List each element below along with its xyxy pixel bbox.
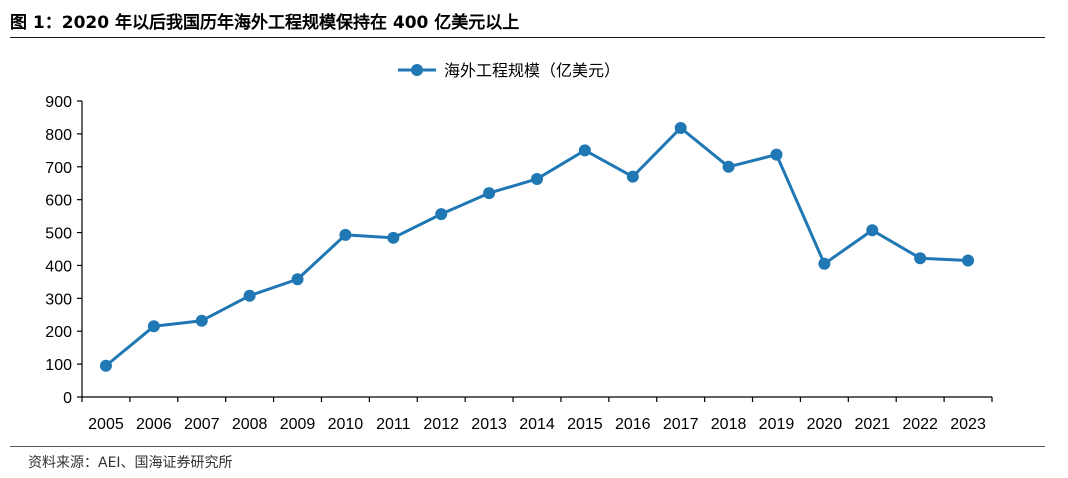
line-chart: 海外工程规模（亿美元） 0 100 200 300 400 500 600 700 800 900… xyxy=(45,61,993,433)
data-point xyxy=(435,208,448,221)
data-point xyxy=(291,273,304,286)
y-tick-label: 500 xyxy=(45,226,72,243)
x-tick-label: 2022 xyxy=(902,416,938,433)
x-tick-label: 2023 xyxy=(950,416,986,433)
x-tick-label: 2021 xyxy=(854,416,890,433)
data-point xyxy=(387,231,400,244)
y-tick-label: 400 xyxy=(45,258,72,275)
x-tick-label: 2010 xyxy=(328,416,364,433)
data-point xyxy=(99,359,112,372)
x-tick-label: 2018 xyxy=(711,416,747,433)
data-point xyxy=(339,228,352,241)
y-tick-label: 200 xyxy=(45,324,72,341)
y-tick-label: 0 xyxy=(63,390,72,407)
x-tick-label: 2006 xyxy=(136,416,172,433)
legend-point-marker xyxy=(411,64,423,76)
source-note: 资料来源：AEI、国海证券研究所 xyxy=(28,455,233,471)
y-tick-label: 900 xyxy=(45,94,72,111)
data-point xyxy=(770,148,783,161)
x-tick-label: 2008 xyxy=(232,416,268,433)
data-point xyxy=(195,314,208,327)
data-point xyxy=(243,289,256,302)
x-tick-label: 2016 xyxy=(615,416,651,433)
data-point xyxy=(626,170,639,183)
x-tick-label: 2007 xyxy=(184,416,220,433)
y-tick-label: 600 xyxy=(45,193,72,210)
x-axis: 2005 2006 2007 2008 2009 2010 2011 2012 2013 2014… xyxy=(81,396,993,433)
series-line xyxy=(104,126,969,367)
x-tick-label: 2019 xyxy=(759,416,795,433)
x-tick-label: 2011 xyxy=(376,416,411,433)
data-point xyxy=(483,187,496,200)
source-rule xyxy=(10,446,1045,447)
data-point xyxy=(578,144,591,157)
x-tick-label: 2020 xyxy=(807,416,843,433)
data-point xyxy=(674,121,687,134)
x-tick-label: 2005 xyxy=(88,416,124,433)
title-rule xyxy=(10,37,1045,38)
y-tick-label: 300 xyxy=(45,291,72,308)
x-tick-label: 2014 xyxy=(519,416,555,433)
x-tick-label: 2017 xyxy=(663,416,699,433)
data-point xyxy=(818,257,831,270)
x-tick-label: 2015 xyxy=(567,416,603,433)
data-point xyxy=(914,252,927,265)
data-point xyxy=(866,224,879,237)
data-point xyxy=(147,320,160,333)
y-tick-label: 800 xyxy=(45,127,72,144)
data-point xyxy=(962,254,975,267)
y-tick-label: 100 xyxy=(45,357,72,374)
legend-label: 海外工程规模（亿美元） xyxy=(444,61,620,80)
chart-legend: 海外工程规模（亿美元） xyxy=(398,61,620,80)
y-tick-label: 700 xyxy=(45,160,72,177)
data-point xyxy=(722,160,735,173)
data-point xyxy=(531,172,543,185)
x-tick-label: 2013 xyxy=(471,416,507,433)
figure-title: 图 1：2020 年以后我国历年海外工程规模保持在 400 亿美元以上 xyxy=(10,13,520,33)
x-tick-label: 2012 xyxy=(423,416,459,433)
x-tick-label: 2009 xyxy=(280,416,316,433)
y-axis: 0 100 200 300 400 500 600 700 800 900 xyxy=(45,94,83,407)
series-line-group xyxy=(99,121,975,372)
